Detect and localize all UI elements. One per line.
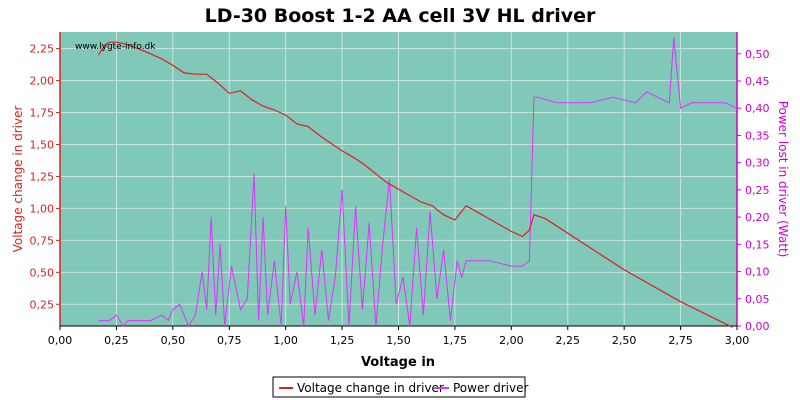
y-left-tick-label: 1,50 xyxy=(30,138,55,151)
legend: Voltage change in driver Power driver xyxy=(272,376,528,398)
y-axis-left-label: Voltage change in driver xyxy=(11,106,25,253)
y-ticks-left: 0,25 0,50 0,75 1,00 1,25 1,50 1,75 2,00 2,25 xyxy=(30,43,60,311)
legend-label-voltage: Voltage change in driver xyxy=(297,381,444,395)
x-tick-label: 1,75 xyxy=(443,334,468,347)
legend-label-power: Power driver xyxy=(453,381,528,395)
x-tick-label: 2,75 xyxy=(668,334,693,347)
series-voltage-line xyxy=(97,41,733,328)
y-left-tick-label: 1,25 xyxy=(30,170,55,183)
y-right-tick-label: 0,15 xyxy=(745,238,770,251)
y-right-tick-label: 0,35 xyxy=(745,129,770,142)
legend-box xyxy=(272,376,526,398)
x-tick-label: 2,50 xyxy=(612,334,637,347)
grid xyxy=(59,32,738,326)
x-tick-label: 3,00 xyxy=(725,334,750,347)
x-tick-label: 0,25 xyxy=(104,334,129,347)
y-right-tick-label: 0,30 xyxy=(745,157,770,170)
x-tick-label: 0,50 xyxy=(161,334,186,347)
x-tick-label: 1,00 xyxy=(273,334,298,347)
y-left-tick-label: 0,25 xyxy=(30,298,55,311)
x-tick-label: 2,25 xyxy=(556,334,581,347)
x-tick-label: 1,50 xyxy=(386,334,411,347)
x-axis-label: Voltage in xyxy=(361,355,435,370)
y-left-tick-label: 2,25 xyxy=(30,43,55,56)
x-tick-label: 0,00 xyxy=(48,334,73,347)
watermark: www.lygte-info.dk xyxy=(75,42,156,52)
x-ticks: 0,00 0,25 0,50 0,75 1,00 1,25 1,50 1,75 2,00 2,25… xyxy=(48,326,750,347)
y-right-tick-label: 0,10 xyxy=(745,266,770,279)
y-axis-right-label: Power lost in driver (Watt) xyxy=(776,101,790,258)
x-tick-label: 2,00 xyxy=(499,334,524,347)
y-left-tick-label: 1,75 xyxy=(30,107,55,120)
y-right-tick-label: 0,45 xyxy=(745,75,770,88)
y-right-tick-label: 0,00 xyxy=(745,320,770,333)
chart-title: LD-30 Boost 1-2 AA cell 3V HL driver xyxy=(205,5,596,27)
y-right-tick-label: 0,20 xyxy=(745,211,770,224)
y-left-tick-label: 2,00 xyxy=(30,75,55,88)
y-left-tick-label: 0,75 xyxy=(30,234,55,247)
y-ticks-right: 0,00 0,05 0,10 0,15 0,20 0,25 0,30 0,35 0,40 0,45… xyxy=(737,48,770,333)
y-right-tick-label: 0,50 xyxy=(745,48,770,61)
y-right-tick-label: 0,40 xyxy=(745,102,770,115)
x-tick-label: 1,25 xyxy=(330,334,355,347)
y-left-tick-label: 1,00 xyxy=(30,202,55,215)
series-power-line xyxy=(98,37,738,328)
y-right-tick-label: 0,05 xyxy=(745,293,770,306)
x-tick-label: 0,75 xyxy=(217,334,242,347)
y-left-tick-label: 0,50 xyxy=(30,266,55,279)
y-right-tick-label: 0,25 xyxy=(745,184,770,197)
